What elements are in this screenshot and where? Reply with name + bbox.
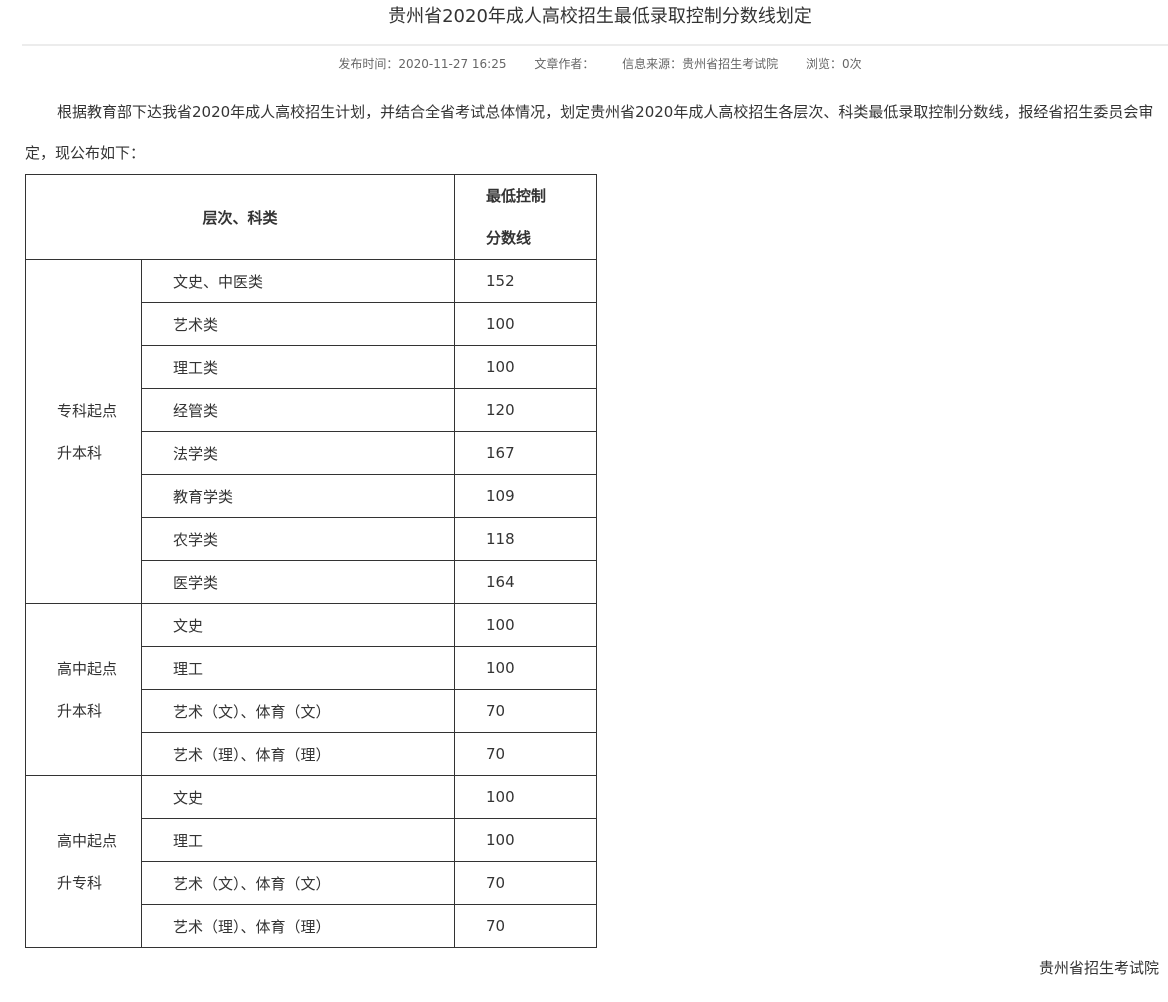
subject-cell: 文史 — [141, 775, 455, 819]
score-cell: 100 — [454, 646, 597, 690]
subject-cell: 法学类 — [141, 431, 455, 475]
score-cell: 100 — [454, 603, 597, 647]
table-row: 高中起点 升本科 文史 100 — [25, 603, 597, 776]
score-cell: 100 — [454, 302, 597, 346]
table-row: 艺术（文）、体育（文） 70 — [26, 689, 597, 733]
subject-cell: 教育学类 — [141, 474, 455, 518]
subject-cell: 艺术（理）、体育（理） — [141, 732, 455, 776]
publish-time: 发布时间：2020-11-27 16:25 — [338, 57, 507, 71]
table-row: 教育学类 109 — [26, 474, 597, 518]
subject-cell: 经管类 — [141, 388, 455, 432]
header-score: 最低控制 分数线 — [454, 174, 597, 260]
score-cell: 152 — [454, 259, 597, 303]
group-label-line1: 高中起点 — [57, 831, 118, 850]
view-count: 浏览：0次 — [806, 57, 862, 71]
article-title: 贵州省2020年成人高校招生最低录取控制分数线划定 — [388, 6, 812, 27]
table-row: 医学类 164 — [26, 560, 597, 604]
score-cell: 164 — [454, 560, 597, 604]
subject-cell: 艺术（文）、体育（文） — [141, 689, 455, 733]
table-row: 理工类 100 — [26, 345, 597, 389]
score-cell: 70 — [454, 732, 597, 776]
table-row: 艺术类 100 — [26, 302, 597, 346]
signature: 贵州省招生考试院 — [1038, 959, 1159, 977]
subject-cell: 文史 — [141, 603, 455, 647]
subject-cell: 艺术（理）、体育（理） — [141, 904, 455, 948]
group-label-line2: 升专科 — [57, 873, 103, 892]
table-row: 理工 100 — [26, 646, 597, 690]
table-row: 高中起点 升专科 文史 100 — [25, 775, 597, 948]
score-cell: 100 — [454, 818, 597, 862]
intro-paragraph: 根据教育部下达我省2020年成人高校招生计划，并结合全省考试总体情况，划定贵州省… — [25, 103, 1154, 162]
table-header-row: 层次、科类 最低控制 分数线 — [25, 174, 597, 260]
subject-cell: 理工类 — [141, 345, 455, 389]
table-row: 艺术（理）、体育（理） 70 — [26, 732, 597, 776]
score-table: 层次、科类 最低控制 分数线 专科起点 升本科 文史、中医类 152 艺术类 100 理工类… — [25, 174, 597, 948]
score-cell: 118 — [454, 517, 597, 561]
subject-cell: 医学类 — [141, 560, 455, 604]
score-cell: 70 — [454, 904, 597, 948]
group-label: 高中起点 升本科 — [25, 603, 142, 776]
group-label-line1: 高中起点 — [57, 659, 118, 678]
title-divider — [22, 44, 1168, 46]
table-row: 理工 100 — [26, 818, 597, 862]
table-row: 艺术（理）、体育（理） 70 — [26, 904, 597, 948]
score-cell: 100 — [454, 345, 597, 389]
subject-cell: 理工 — [141, 646, 455, 690]
score-cell: 100 — [454, 775, 597, 819]
score-cell: 70 — [454, 689, 597, 733]
group-label-line2: 升本科 — [57, 443, 103, 462]
table-row: 艺术（文）、体育（文） 70 — [26, 861, 597, 905]
score-cell: 120 — [454, 388, 597, 432]
group-label-line2: 升本科 — [57, 701, 103, 720]
header-category: 层次、科类 — [25, 174, 455, 260]
author: 文章作者： — [534, 57, 595, 71]
subject-cell: 理工 — [141, 818, 455, 862]
score-cell: 109 — [454, 474, 597, 518]
source: 信息来源：贵州省招生考试院 — [622, 57, 779, 71]
group-label: 高中起点 升专科 — [25, 775, 142, 948]
header-score-line1: 最低控制 — [486, 187, 547, 205]
table-row: 法学类 167 — [26, 431, 597, 475]
score-cell: 167 — [454, 431, 597, 475]
subject-cell: 农学类 — [141, 517, 455, 561]
subject-cell: 艺术类 — [141, 302, 455, 346]
table-row: 农学类 118 — [26, 517, 597, 561]
group-label-line1: 专科起点 — [57, 401, 118, 420]
subject-cell: 艺术（文）、体育（文） — [141, 861, 455, 905]
score-cell: 70 — [454, 861, 597, 905]
article-meta: 发布时间：2020-11-27 16:25 文章作者： 信息来源：贵州省招生考试… — [0, 56, 1168, 72]
table-row: 专科起点 升本科 文史、中医类 152 — [25, 259, 597, 604]
table-row: 经管类 120 — [26, 388, 597, 432]
subject-cell: 文史、中医类 — [141, 259, 455, 303]
group-label: 专科起点 升本科 — [25, 259, 142, 604]
header-score-line2: 分数线 — [486, 229, 532, 247]
